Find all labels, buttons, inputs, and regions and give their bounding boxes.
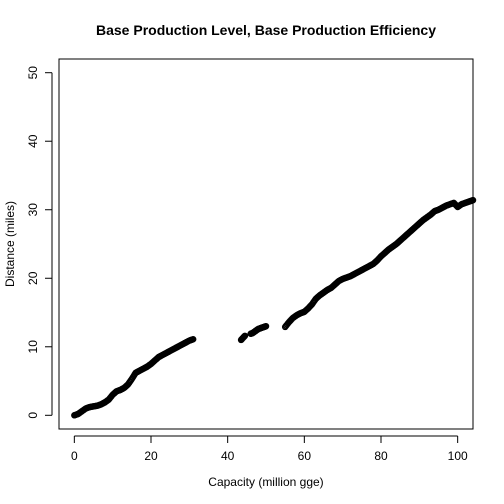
data-point: [241, 333, 248, 340]
chart-title: Base Production Level, Base Production E…: [96, 22, 436, 38]
x-tick-label: 60: [298, 449, 312, 463]
y-tick-label: 40: [26, 134, 40, 148]
plot-frame: [58, 58, 474, 430]
data-points: [71, 196, 477, 419]
y-tick-label: 0: [26, 412, 40, 419]
y-axis: 0 10 20 30 40 50: [26, 66, 53, 419]
x-tick-label: 80: [374, 449, 388, 463]
y-tick-label: 10: [26, 340, 40, 354]
x-tick-label: 20: [144, 449, 158, 463]
y-axis-label: Distance (miles): [3, 201, 17, 287]
y-tick-label: 30: [26, 203, 40, 217]
data-point: [188, 336, 196, 343]
x-tick-label: 0: [71, 449, 78, 463]
x-tick-label: 100: [448, 449, 468, 463]
data-point: [468, 197, 476, 204]
x-axis: 0 20 40 60 80 100: [71, 435, 468, 463]
data-point: [262, 323, 269, 330]
y-tick-label: 20: [26, 271, 40, 285]
x-tick-label: 40: [221, 449, 235, 463]
x-axis-label: Capacity (million gge): [208, 475, 323, 489]
y-tick-label: 50: [26, 66, 40, 80]
